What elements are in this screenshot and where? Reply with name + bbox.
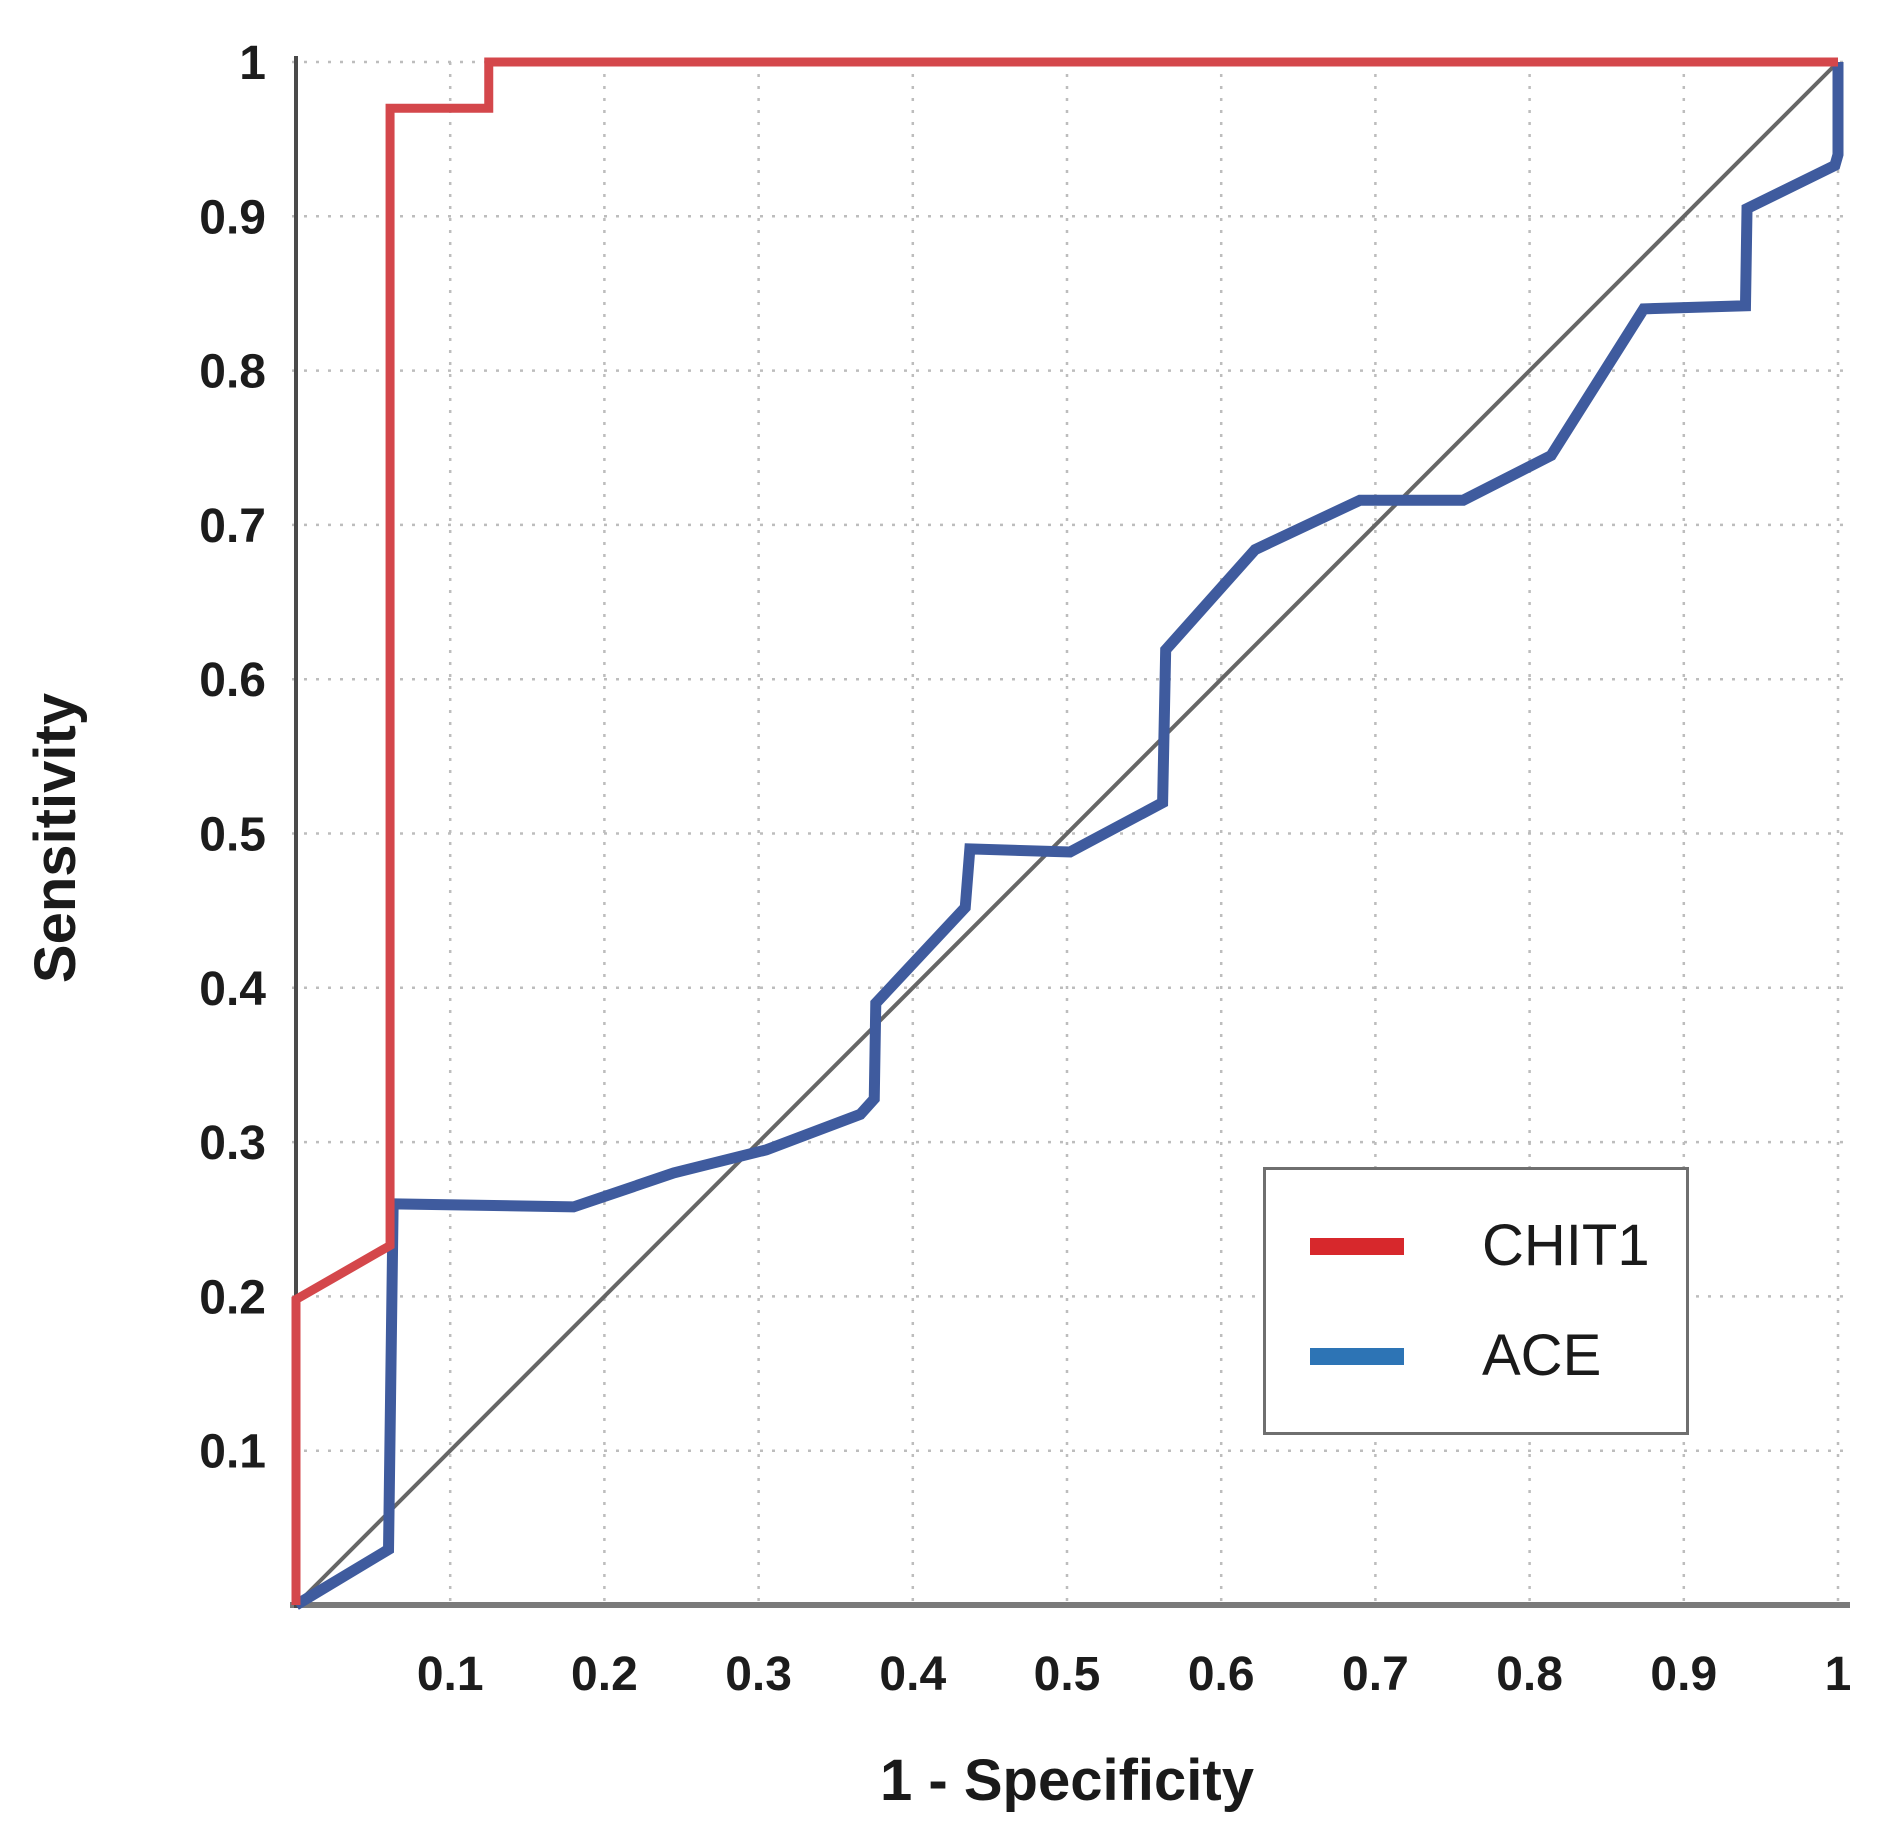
y-tick-label: 1 bbox=[239, 37, 266, 90]
legend-item-chit1: CHIT1 bbox=[1310, 1217, 1686, 1275]
y-tick-label: 0.5 bbox=[199, 809, 266, 862]
y-tick-label: 0.6 bbox=[199, 654, 266, 707]
y-tick-label: 0.7 bbox=[199, 500, 266, 553]
legend-label-ace: ACE bbox=[1482, 1323, 1602, 1388]
tick-layer: 0.1 0.2 0.3 0.4 0.5 0.6 0.7 0.8 0.9 1 0.1 0.2 0.3 0.4… bbox=[199, 37, 1851, 1701]
roc-curve-chit1 bbox=[291, 57, 1838, 1605]
legend-swatch-ace bbox=[1310, 1347, 1404, 1365]
y-tick-label: 0.3 bbox=[199, 1117, 266, 1170]
legend-swatch-chit1 bbox=[1310, 1237, 1404, 1255]
x-tick-label: 0.4 bbox=[879, 1648, 946, 1701]
x-tick-label: 0.7 bbox=[1342, 1648, 1409, 1701]
y-tick-label: 0.4 bbox=[199, 963, 266, 1016]
x-tick-label: 0.3 bbox=[725, 1648, 792, 1701]
legend-item-ace: ACE bbox=[1310, 1327, 1686, 1385]
x-tick-label: 1 bbox=[1825, 1648, 1852, 1701]
x-tick-label: 0.8 bbox=[1496, 1648, 1563, 1701]
x-tick-label: 0.2 bbox=[571, 1648, 638, 1701]
x-tick-label: 0.1 bbox=[417, 1648, 484, 1701]
y-axis-title: Sensitivity bbox=[23, 693, 88, 983]
x-tick-label: 0.5 bbox=[1034, 1648, 1101, 1701]
chance-diagonal-line bbox=[294, 60, 1840, 1607]
x-axis-title: 1 - Specificity bbox=[880, 1748, 1254, 1813]
legend: CHIT1 ACE bbox=[1263, 1167, 1689, 1435]
x-tick-label: 0.6 bbox=[1188, 1648, 1255, 1701]
y-tick-label: 0.2 bbox=[199, 1271, 266, 1324]
x-tick-label: 0.9 bbox=[1650, 1648, 1717, 1701]
y-tick-label: 0.9 bbox=[199, 191, 266, 244]
roc-curve-ace bbox=[293, 62, 1844, 1610]
curve-layer bbox=[291, 57, 1844, 1610]
legend-label-chit1: CHIT1 bbox=[1482, 1213, 1650, 1278]
y-tick-label: 0.1 bbox=[199, 1426, 266, 1479]
y-tick-label: 0.8 bbox=[199, 346, 266, 399]
